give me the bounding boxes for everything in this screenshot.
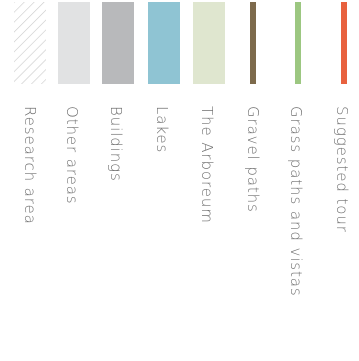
legend-item-gravel-paths: Gravel paths — [241, 0, 285, 361]
legend-label-the-arboreum: The Arboreum — [198, 106, 216, 224]
legend-item-the-arboreum: The Arboreum — [193, 0, 237, 361]
legend-label-grass-paths-and-vistas: Grass paths and vistas — [287, 106, 305, 297]
other-areas-swatch — [58, 2, 90, 84]
suggested-tour-swatch — [341, 2, 347, 84]
legend-item-lakes: Lakes — [148, 0, 192, 361]
arboreum-swatch — [193, 2, 225, 84]
lakes-swatch — [148, 2, 180, 84]
gravel-paths-swatch — [250, 2, 256, 84]
legend-label-other-areas: Other areas — [63, 106, 81, 205]
legend-item-research-area: Research area — [14, 0, 58, 361]
legend-label-lakes: Lakes — [153, 106, 171, 154]
legend-label-gravel-paths: Gravel paths — [244, 106, 262, 213]
legend-label-research-area: Research area — [21, 106, 39, 225]
buildings-swatch — [102, 2, 134, 84]
research-area-hatch-swatch — [14, 2, 46, 84]
legend-item-suggested-tour: Suggested tour — [331, 0, 359, 361]
grass-paths-swatch — [295, 2, 301, 84]
legend-item-other-areas: Other areas — [58, 0, 102, 361]
legend-item-buildings: Buildings — [102, 0, 146, 361]
legend-item-grass-paths-and-vistas: Grass paths and vistas — [285, 0, 329, 361]
legend-label-suggested-tour: Suggested tour — [333, 106, 351, 233]
legend-label-buildings: Buildings — [107, 106, 125, 182]
